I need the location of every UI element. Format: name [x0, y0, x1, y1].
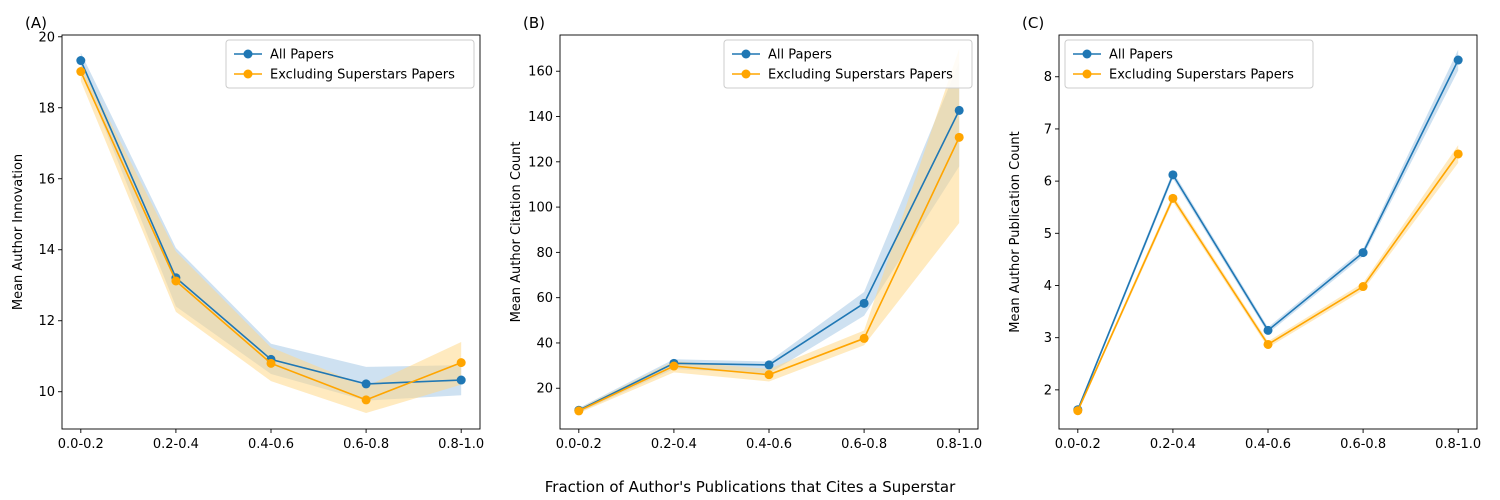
- y-tick-label: 10: [38, 385, 55, 400]
- legend: All Papers Excluding Superstars Papers: [1064, 39, 1314, 89]
- y-tick-label: 160: [528, 65, 553, 80]
- data-point-all: [361, 379, 371, 389]
- legend-box: [225, 39, 475, 89]
- confidence-band-excl: [578, 48, 960, 414]
- data-point-all: [1263, 325, 1273, 335]
- x-tick-label: 0.2-0.4: [153, 437, 199, 452]
- data-point-excl: [574, 406, 584, 416]
- data-point-all: [76, 56, 86, 66]
- data-point-all: [1358, 248, 1368, 258]
- y-tick-label: 2: [1044, 383, 1052, 398]
- legend-entry-excl: Excluding Superstars Papers: [768, 68, 953, 83]
- x-tick-label: 0.8-1.0: [438, 437, 484, 452]
- data-point-all: [456, 375, 466, 385]
- panel-label: (A): [25, 14, 47, 32]
- data-point-excl: [1263, 339, 1273, 349]
- y-tick-label: 8: [1044, 70, 1052, 85]
- x-tick-label: 0.4-0.6: [1245, 437, 1291, 452]
- x-tick-label: 0.2-0.4: [651, 437, 697, 452]
- y-tick-label: 3: [1044, 331, 1052, 346]
- data-point-excl: [859, 333, 869, 343]
- figure-x-axis-label: Fraction of Author's Publications that C…: [545, 478, 956, 496]
- data-point-excl: [1168, 193, 1178, 203]
- legend-swatch-marker-excl: [1082, 69, 1092, 79]
- panels: 0.0-0.2 0.2-0.4 0.4-0.6 0.6-0.8 0.8-1.0 10 12 1…: [11, 14, 1481, 452]
- y-tick-label: 80: [536, 246, 553, 261]
- y-tick-label: 14: [38, 243, 55, 258]
- axes-frame: [1058, 34, 1478, 430]
- panel-c: 0.0-0.2 0.2-0.4 0.4-0.6 0.6-0.8 0.8-1.0 2 3 4 5 6…: [1008, 14, 1481, 452]
- x-tick-label: 0.6-0.8: [841, 437, 887, 452]
- legend-entry-excl: Excluding Superstars Papers: [270, 68, 455, 83]
- data-point-all: [764, 360, 774, 370]
- y-tick-label: 18: [38, 101, 55, 116]
- x-tick-label: 0.4-0.6: [248, 437, 294, 452]
- y-tick-label: 120: [528, 155, 553, 170]
- data-point-excl: [266, 358, 276, 368]
- x-tick-label: 0.8-1.0: [936, 437, 982, 452]
- y-axis-label: Mean Author Publication Count: [1008, 131, 1023, 333]
- y-tick-label: 20: [38, 30, 55, 45]
- data-point-all: [954, 105, 964, 115]
- y-tick-label: 5: [1044, 227, 1052, 242]
- data-point-excl: [1073, 406, 1083, 416]
- panel-a: 0.0-0.2 0.2-0.4 0.4-0.6 0.6-0.8 0.8-1.0 10 12 1…: [11, 14, 484, 452]
- data-point-excl: [669, 361, 679, 371]
- legend: All Papers Excluding Superstars Papers: [225, 39, 475, 89]
- x-tick-label: 0.2-0.4: [1150, 437, 1196, 452]
- panel-label: (B): [523, 14, 545, 32]
- y-tick-label: 12: [38, 314, 55, 329]
- legend-entry-excl: Excluding Superstars Papers: [1109, 68, 1294, 83]
- x-tick-label: 0.6-0.8: [1340, 437, 1386, 452]
- series-line-excl: [1077, 153, 1459, 412]
- legend-swatch-marker-excl: [741, 69, 751, 79]
- data-point-all: [1168, 170, 1178, 180]
- y-tick-label: 60: [536, 291, 553, 306]
- y-tick-label: 140: [528, 110, 553, 125]
- data-point-excl: [1358, 282, 1368, 292]
- confidence-band-excl: [1077, 145, 1459, 413]
- x-tick-label: 0.8-1.0: [1435, 437, 1481, 452]
- x-tick-label: 0.0-0.2: [556, 437, 602, 452]
- legend-box: [723, 39, 973, 89]
- legend-swatch-marker-excl: [243, 69, 253, 79]
- data-point-excl: [171, 276, 181, 286]
- data-point-excl: [954, 132, 964, 142]
- x-tick-label: 0.0-0.2: [1055, 437, 1101, 452]
- legend-swatch-marker-all: [741, 49, 751, 59]
- x-tick-label: 0.4-0.6: [746, 437, 792, 452]
- series-line-all: [80, 60, 462, 385]
- legend-entry-all: All Papers: [270, 48, 334, 63]
- data-point-excl: [764, 370, 774, 380]
- y-tick-label: 7: [1044, 122, 1052, 137]
- legend: All Papers Excluding Superstars Papers: [723, 39, 973, 89]
- y-tick-label: 40: [536, 336, 553, 351]
- x-tick-label: 0.0-0.2: [58, 437, 104, 452]
- y-tick-label: 100: [528, 201, 553, 216]
- y-tick-label: 20: [536, 382, 553, 397]
- panel-b: 0.0-0.2 0.2-0.4 0.4-0.6 0.6-0.8 0.8-1.0 20 40 6…: [509, 14, 982, 452]
- x-tick-label: 0.6-0.8: [343, 437, 389, 452]
- data-point-all: [1453, 55, 1463, 65]
- legend-entry-all: All Papers: [768, 48, 832, 63]
- y-tick-label: 16: [38, 172, 55, 187]
- legend-swatch-marker-all: [1082, 49, 1092, 59]
- y-axis-label: Mean Author Innovation: [11, 154, 26, 310]
- data-point-excl: [361, 395, 371, 405]
- y-tick-label: 6: [1044, 175, 1052, 190]
- data-point-all: [859, 298, 869, 308]
- data-point-excl: [76, 67, 86, 77]
- legend-entry-all: All Papers: [1109, 48, 1173, 63]
- y-tick-label: 4: [1044, 279, 1052, 294]
- panel-label: (C): [1022, 14, 1044, 32]
- y-axis-label: Mean Author Citation Count: [509, 142, 524, 323]
- data-point-excl: [456, 358, 466, 368]
- legend-swatch-marker-all: [243, 49, 253, 59]
- data-point-excl: [1453, 149, 1463, 159]
- legend-box: [1064, 39, 1314, 89]
